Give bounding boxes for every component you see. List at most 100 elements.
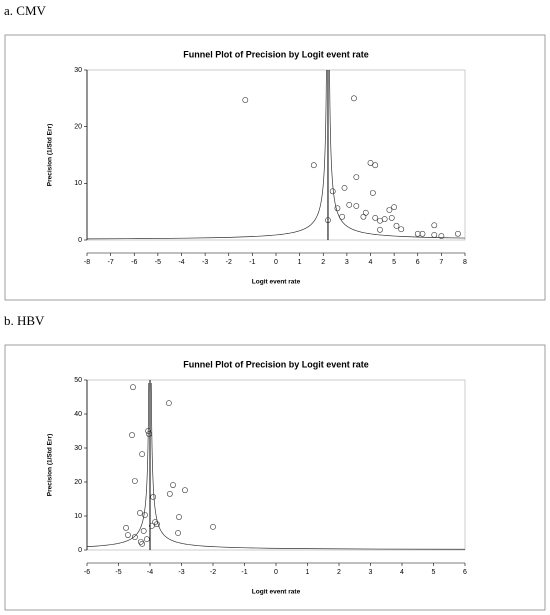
x-tick-label: 7 xyxy=(439,259,443,266)
point xyxy=(438,233,445,239)
point xyxy=(431,222,438,229)
point xyxy=(130,384,136,391)
x-tick-label: -4 xyxy=(178,259,184,266)
point xyxy=(367,160,374,166)
point xyxy=(146,431,152,437)
chart-title: Funnel Plot of Precision by Logit event … xyxy=(183,359,369,369)
point xyxy=(377,217,383,224)
point xyxy=(341,184,348,191)
point xyxy=(175,530,181,536)
funnel xyxy=(87,383,465,550)
point xyxy=(310,162,317,169)
y-tick-label: 40 xyxy=(74,411,82,418)
funnel-line xyxy=(87,383,150,548)
x-axis-label: Logit event rate xyxy=(252,589,301,596)
y-tick-label: 20 xyxy=(74,124,82,131)
x-tick-label: 3 xyxy=(369,569,373,576)
x-tick-label: -1 xyxy=(249,259,255,266)
y-tick-label: 10 xyxy=(74,513,82,520)
x-tick-label: 1 xyxy=(298,259,302,266)
y-tick-label: 20 xyxy=(74,479,82,486)
x-tick-label: 8 xyxy=(463,259,467,266)
point xyxy=(139,451,146,458)
point xyxy=(388,214,395,221)
x-tick-label: -3 xyxy=(178,569,184,576)
point xyxy=(123,525,129,531)
point xyxy=(351,95,357,102)
funnel-line xyxy=(150,383,465,550)
point xyxy=(210,523,216,530)
x-tick-label: -2 xyxy=(226,259,232,266)
x-tick-label: 4 xyxy=(400,569,404,576)
point xyxy=(140,528,147,534)
point xyxy=(152,519,158,526)
x-tick-label: -8 xyxy=(84,259,90,266)
y-tick-label: 30 xyxy=(74,67,82,74)
x-tick-label: -7 xyxy=(108,259,114,266)
x-tick-label: 2 xyxy=(337,569,341,576)
point xyxy=(182,487,188,494)
point xyxy=(150,494,157,500)
x-tick-label: -3 xyxy=(202,259,208,266)
point xyxy=(419,230,426,237)
plot-frame xyxy=(86,379,466,551)
x-tick-label: 6 xyxy=(416,259,420,266)
y-tick-label: 10 xyxy=(74,180,82,187)
funnel-line xyxy=(329,70,465,239)
point xyxy=(381,216,388,222)
point xyxy=(369,190,376,196)
x-tick-label: 5 xyxy=(392,259,396,266)
point xyxy=(154,521,160,528)
x-tick-label: 5 xyxy=(432,569,436,576)
point xyxy=(125,532,131,538)
x-tick-label: -5 xyxy=(155,259,161,266)
x-tick-label: 0 xyxy=(274,569,278,576)
point xyxy=(377,226,383,233)
point xyxy=(372,214,379,221)
point xyxy=(325,217,331,224)
point xyxy=(431,231,438,238)
point xyxy=(414,230,421,237)
x-tick-label: -6 xyxy=(131,259,137,266)
x-tick-label: -4 xyxy=(147,569,153,576)
x-tick-label: 4 xyxy=(369,259,373,266)
point xyxy=(129,432,135,438)
point xyxy=(353,174,360,180)
x-tick-label: -1 xyxy=(241,569,247,576)
panel-label: a. CMV xyxy=(4,3,47,18)
point xyxy=(362,209,369,216)
point xyxy=(339,213,346,220)
point xyxy=(372,162,379,169)
funnel xyxy=(87,70,465,240)
point xyxy=(145,428,152,434)
x-tick-label: 6 xyxy=(463,569,467,576)
point xyxy=(391,204,398,211)
point xyxy=(386,207,393,213)
point xyxy=(242,97,249,103)
point xyxy=(143,536,150,543)
point xyxy=(165,400,172,407)
x-tick-label: -2 xyxy=(210,569,216,576)
y-axis-label: Precision (1/Std Err) xyxy=(47,434,54,497)
point xyxy=(148,522,155,529)
chart-frame xyxy=(4,344,546,611)
point xyxy=(329,188,336,195)
x-tick-label: -5 xyxy=(115,569,121,576)
y-axis-label: Precision (1/Std Err) xyxy=(47,124,54,187)
point xyxy=(393,222,400,229)
y-tick-label: 0 xyxy=(78,547,82,554)
point xyxy=(455,230,461,237)
point xyxy=(353,203,360,209)
x-tick-label: 0 xyxy=(274,259,278,266)
chart-frame xyxy=(4,34,546,301)
y-tick-label: 0 xyxy=(78,237,82,244)
point xyxy=(346,201,353,208)
point xyxy=(142,512,148,518)
point xyxy=(139,540,146,547)
point xyxy=(360,213,367,220)
point xyxy=(131,534,138,540)
x-tick-label: 2 xyxy=(321,259,325,266)
chart-title: Funnel Plot of Precision by Logit event … xyxy=(183,49,369,59)
panel-label: b. HBV xyxy=(4,313,45,328)
